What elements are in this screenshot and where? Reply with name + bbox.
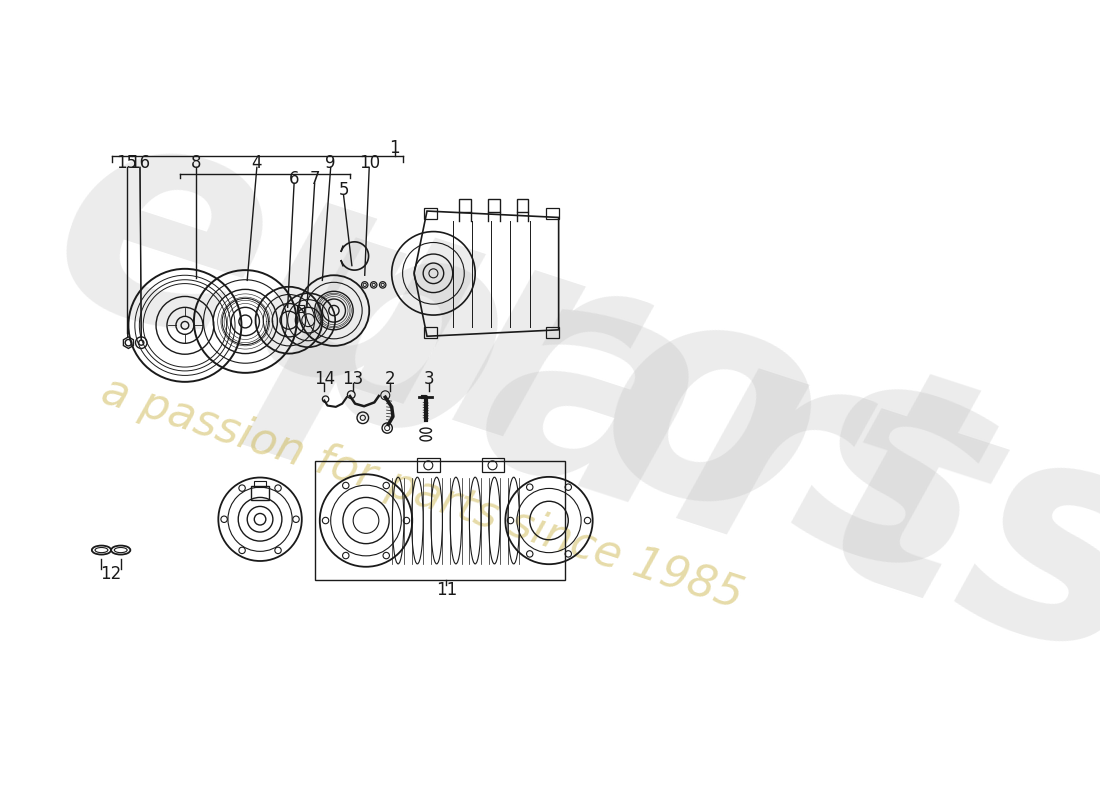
Bar — [417, 458, 440, 472]
Bar — [517, 199, 528, 212]
Text: 11: 11 — [436, 581, 456, 599]
Bar — [546, 208, 559, 219]
Text: 14: 14 — [314, 370, 334, 388]
Bar — [254, 481, 266, 487]
Bar — [546, 326, 559, 338]
Text: 12: 12 — [100, 565, 122, 583]
Text: 4: 4 — [252, 154, 262, 172]
Text: 5: 5 — [339, 182, 349, 199]
Text: 3: 3 — [424, 370, 434, 388]
Bar — [482, 458, 504, 472]
Text: 1: 1 — [389, 139, 400, 157]
Text: 9: 9 — [326, 154, 336, 172]
Text: 7: 7 — [309, 170, 320, 188]
Bar — [297, 305, 304, 312]
Text: 16: 16 — [130, 154, 151, 172]
Bar — [459, 199, 471, 212]
Text: 15: 15 — [117, 154, 138, 172]
Bar — [424, 326, 437, 338]
Text: parts: parts — [244, 162, 1100, 723]
Bar — [424, 208, 437, 219]
Text: 6: 6 — [289, 170, 299, 188]
Bar — [315, 462, 565, 580]
Text: 10: 10 — [359, 154, 380, 172]
Bar — [251, 486, 270, 500]
Text: euros: euros — [20, 68, 1031, 650]
Text: 8: 8 — [190, 154, 201, 172]
Text: a passion for parts since 1985: a passion for parts since 1985 — [97, 370, 749, 618]
Bar — [488, 199, 499, 212]
Text: 13: 13 — [342, 370, 364, 388]
Text: 2: 2 — [385, 370, 396, 388]
